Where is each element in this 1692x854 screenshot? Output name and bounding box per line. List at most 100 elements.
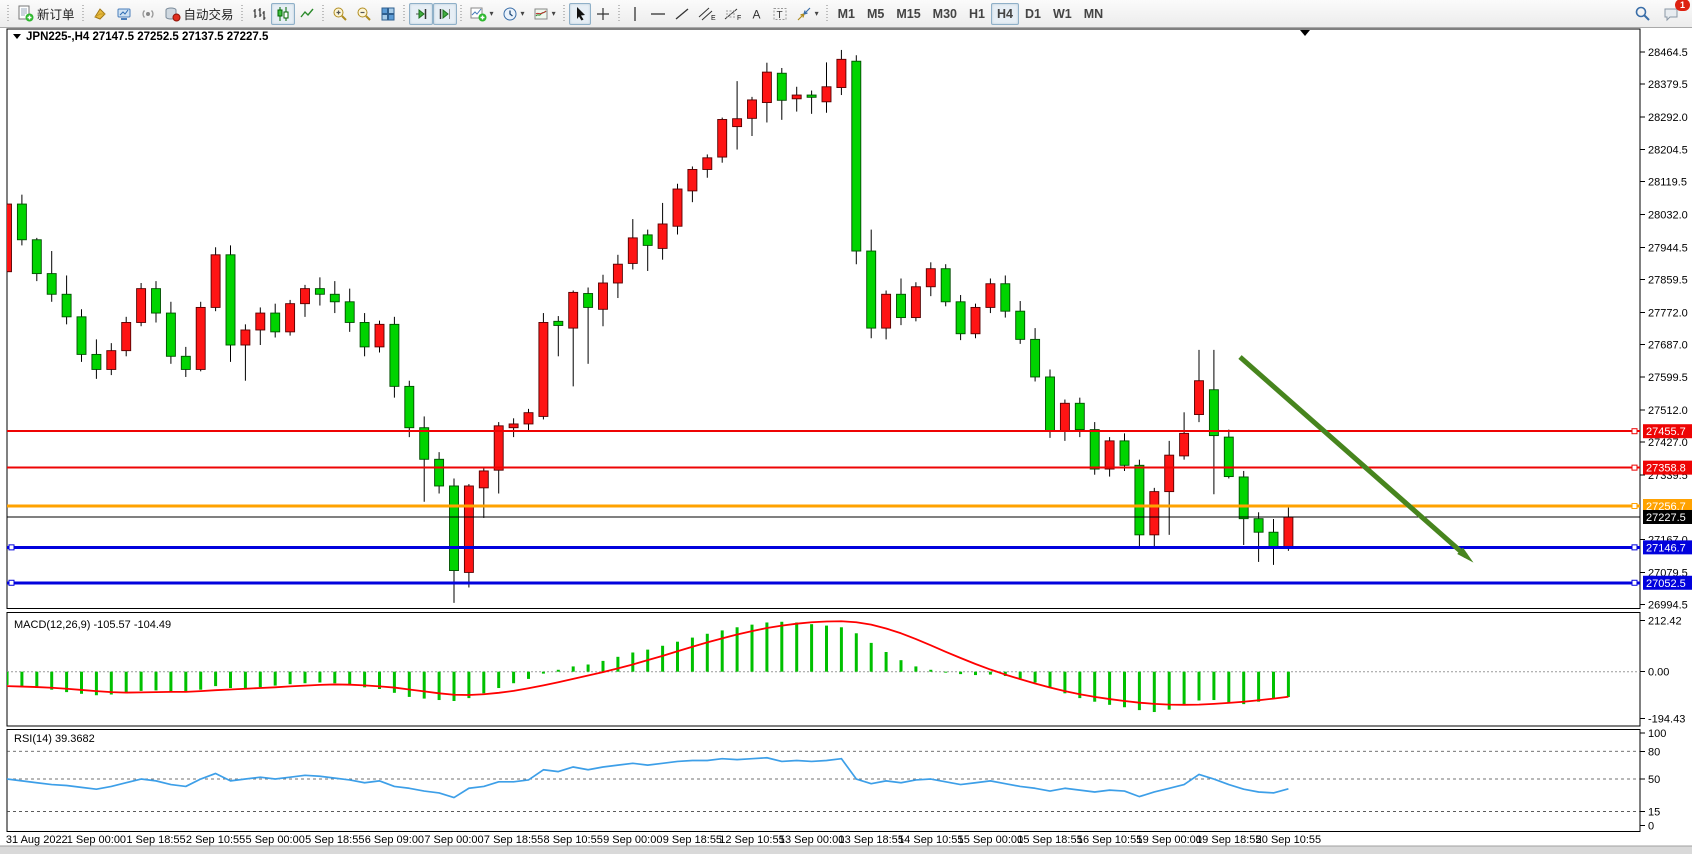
zoom-out-button[interactable]: [352, 3, 376, 25]
time-axis-label: 15 Sep 00:00: [958, 834, 1023, 846]
toolbar: 新订单 自动交易 ▾ ▾ ▾ E F A T ▾ M1 M5 M15 M30 H1 H4 D1 W1 MN 1: [0, 0, 1692, 28]
data-window-button[interactable]: [112, 3, 136, 25]
auto-scroll-button[interactable]: [408, 2, 433, 25]
candle-bear: [344, 301, 355, 323]
cursor-icon: [573, 6, 587, 22]
dropdown-caret-icon[interactable]: ▾: [489, 8, 494, 18]
candle-bull: [1059, 402, 1070, 432]
candle-bull: [255, 312, 266, 331]
new-order-button[interactable]: 新订单: [13, 3, 79, 25]
candles-icon: [275, 6, 291, 22]
server-red-icon: [164, 6, 181, 22]
candle-chart-button[interactable]: [270, 2, 295, 25]
candle-bull: [1104, 440, 1115, 470]
crosshair-icon: [595, 6, 611, 22]
rsi-axis-label: 15: [1648, 806, 1660, 818]
vertical-line-button[interactable]: [624, 3, 646, 25]
group-drag-handle[interactable]: [6, 4, 11, 23]
search-button[interactable]: [1630, 3, 1655, 25]
line-chart-button[interactable]: [295, 3, 319, 25]
hline-icon: [650, 6, 666, 22]
text-label-button[interactable]: T: [768, 3, 792, 25]
trend-arrow[interactable]: [1238, 355, 1474, 563]
candle-bear: [270, 312, 281, 333]
tiles-icon: [380, 6, 396, 22]
periods-button[interactable]: ▾: [498, 3, 529, 25]
hline-handle[interactable]: [8, 579, 15, 586]
chart-menu-icon[interactable]: [13, 34, 21, 39]
tf-m5-label: M5: [866, 6, 885, 21]
rsi-axis-label: 0: [1648, 820, 1654, 832]
fibonacci-button[interactable]: F: [720, 3, 746, 25]
tf-m15-button[interactable]: M15: [890, 3, 926, 25]
indicators-button[interactable]: ▾: [466, 3, 498, 25]
text-button[interactable]: A: [746, 3, 768, 25]
hline-handle[interactable]: [1631, 544, 1638, 551]
svg-text:A: A: [752, 7, 760, 21]
group-drag-handle[interactable]: [401, 4, 407, 23]
price-axis-label: 27427.0: [1648, 437, 1688, 449]
candle-bear: [61, 293, 72, 318]
notification-badge: 1: [1675, 0, 1690, 11]
hline-handle[interactable]: [1631, 503, 1638, 510]
templates-button[interactable]: ▾: [529, 3, 560, 25]
group-drag-handle[interactable]: [616, 4, 622, 23]
group-drag-handle[interactable]: [561, 4, 567, 23]
trendline-button[interactable]: [670, 3, 694, 25]
candle-bear: [955, 301, 966, 335]
crosshair-button[interactable]: [591, 3, 615, 25]
tf-m1-button[interactable]: M1: [832, 3, 861, 25]
dropdown-caret-icon[interactable]: ▾: [520, 8, 525, 18]
candle-bear: [1268, 531, 1279, 548]
window-bottom-edge: [0, 846, 1692, 854]
horizontal-line-button[interactable]: [646, 3, 670, 25]
hline-handle[interactable]: [1631, 579, 1638, 586]
hline-handle[interactable]: [1631, 464, 1638, 471]
tf-w1-label: W1: [1052, 6, 1072, 21]
candle-bear: [553, 320, 564, 326]
svg-text:T: T: [776, 10, 782, 21]
candle-bear: [314, 288, 325, 295]
candle-bear: [1134, 464, 1145, 536]
zoom-in-button[interactable]: [328, 3, 352, 25]
tf-mn-button[interactable]: MN: [1078, 3, 1109, 25]
tf-d1-button[interactable]: D1: [1019, 3, 1047, 25]
candle-bull: [300, 288, 310, 305]
tf-h1-button[interactable]: H1: [963, 3, 991, 25]
tile-windows-button[interactable]: [376, 3, 400, 25]
hline-handle[interactable]: [1631, 428, 1638, 435]
tf-h4-button[interactable]: H4: [990, 2, 1019, 25]
candle-bear: [329, 293, 340, 303]
tf-m30-button[interactable]: M30: [927, 3, 963, 25]
bar-chart-button[interactable]: [247, 3, 271, 25]
equidistant-channel-button[interactable]: E: [694, 3, 720, 25]
shapes-button[interactable]: ▾: [792, 3, 823, 25]
group-drag-handle[interactable]: [320, 4, 326, 23]
dropdown-caret-icon[interactable]: ▾: [814, 8, 819, 18]
market-watch-button[interactable]: [88, 3, 112, 25]
tf-w1-button[interactable]: W1: [1047, 3, 1078, 25]
magnifier-icon: [1634, 5, 1651, 22]
candle-bull: [657, 223, 668, 249]
time-axis-label: 13 Sep 00:00: [779, 834, 844, 846]
group-drag-handle[interactable]: [458, 4, 464, 23]
cursor-button[interactable]: [568, 2, 591, 25]
chart-shift-button[interactable]: [432, 2, 457, 25]
broadcast-button[interactable]: [136, 3, 160, 25]
tf-m5-button[interactable]: M5: [861, 3, 890, 25]
group-drag-handle[interactable]: [824, 4, 830, 23]
hline-handle[interactable]: [8, 544, 15, 551]
auto-trading-button[interactable]: 自动交易: [160, 3, 238, 25]
candle-bear: [434, 458, 445, 487]
time-axis-label: 5 Sep 00:00: [246, 834, 305, 846]
price-axis-label: 27512.0: [1648, 405, 1688, 417]
candle-bull: [702, 157, 713, 170]
candle-bull: [1283, 516, 1294, 548]
price-axis-label: 27944.5: [1648, 242, 1688, 254]
group-drag-handle[interactable]: [80, 4, 86, 23]
time-axis-label: 31 Aug 2022: [6, 834, 68, 846]
group-drag-handle[interactable]: [239, 4, 245, 23]
dropdown-caret-icon[interactable]: ▾: [551, 8, 556, 18]
doc-plus-icon: [17, 5, 34, 22]
